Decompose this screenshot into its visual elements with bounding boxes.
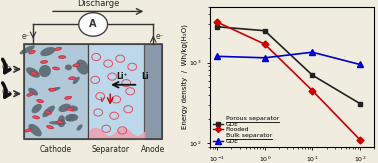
Ellipse shape: [28, 124, 42, 136]
Ellipse shape: [58, 115, 65, 125]
Ellipse shape: [25, 129, 31, 132]
Ellipse shape: [26, 67, 40, 78]
Ellipse shape: [77, 124, 82, 131]
Ellipse shape: [27, 93, 33, 96]
Y-axis label: Energy density  /  Wh/kg(H₂O): Energy density / Wh/kg(H₂O): [181, 24, 188, 129]
Text: v: v: [99, 95, 105, 104]
Ellipse shape: [49, 88, 56, 91]
Text: Cathode: Cathode: [40, 145, 72, 154]
Ellipse shape: [73, 64, 79, 67]
Text: e⁻: e⁻: [156, 32, 164, 41]
Legend: Porous separator, GDE, Flooded, Bulk separator, GDE: Porous separator, GDE, Flooded, Bulk sep…: [212, 115, 280, 145]
Text: Li: Li: [141, 72, 149, 81]
Ellipse shape: [59, 104, 71, 112]
Ellipse shape: [58, 119, 65, 127]
Bar: [144, 44, 162, 139]
Circle shape: [79, 13, 108, 36]
Ellipse shape: [47, 126, 53, 129]
Text: Discharge: Discharge: [77, 0, 119, 8]
Ellipse shape: [69, 77, 76, 80]
Ellipse shape: [40, 60, 48, 63]
Ellipse shape: [57, 121, 64, 124]
Ellipse shape: [59, 56, 66, 59]
Ellipse shape: [53, 67, 60, 70]
Ellipse shape: [31, 104, 42, 113]
Ellipse shape: [65, 114, 78, 122]
Ellipse shape: [39, 65, 51, 77]
Bar: [88, 44, 144, 139]
Ellipse shape: [28, 88, 38, 96]
Ellipse shape: [45, 111, 51, 114]
Bar: [24, 44, 162, 139]
Ellipse shape: [20, 45, 35, 54]
Bar: [24, 44, 88, 139]
Ellipse shape: [29, 50, 35, 54]
Ellipse shape: [76, 59, 89, 75]
Ellipse shape: [68, 105, 78, 111]
Text: Separator: Separator: [91, 145, 129, 154]
Ellipse shape: [67, 108, 73, 111]
Text: O₂: O₂: [1, 63, 11, 72]
Ellipse shape: [42, 106, 55, 117]
Ellipse shape: [73, 77, 80, 84]
Text: e⁻: e⁻: [22, 32, 30, 41]
Text: A: A: [90, 19, 97, 30]
Ellipse shape: [49, 87, 60, 92]
Ellipse shape: [40, 47, 55, 56]
Ellipse shape: [65, 65, 72, 70]
Text: Anode: Anode: [141, 145, 166, 154]
Ellipse shape: [31, 72, 37, 75]
Ellipse shape: [49, 121, 66, 125]
Ellipse shape: [66, 114, 76, 121]
Ellipse shape: [65, 96, 71, 99]
Ellipse shape: [55, 47, 62, 51]
Ellipse shape: [37, 100, 43, 103]
Text: O₂: O₂: [1, 88, 11, 97]
Ellipse shape: [33, 116, 39, 119]
Text: Li⁺: Li⁺: [116, 72, 128, 81]
